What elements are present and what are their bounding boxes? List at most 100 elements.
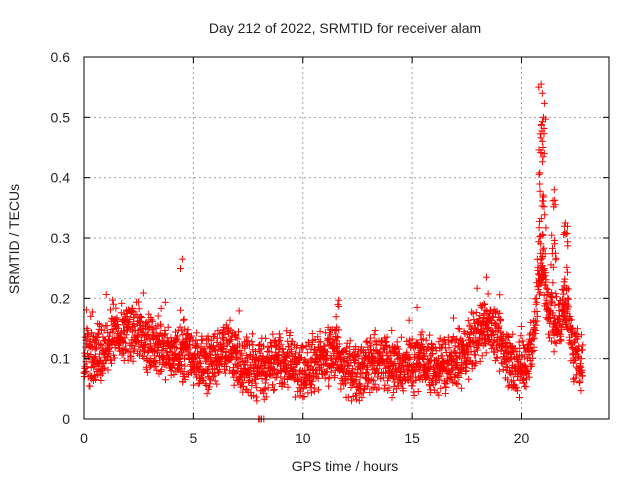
x-tick-label: 20 <box>514 430 530 446</box>
data-point <box>555 329 563 337</box>
data-point <box>106 347 114 355</box>
data-point <box>164 323 172 331</box>
data-point <box>344 393 352 401</box>
data-point <box>91 345 99 353</box>
data-point <box>540 265 548 272</box>
data-point <box>574 333 582 341</box>
data-point <box>480 310 488 318</box>
data-point <box>533 298 541 306</box>
data-point <box>93 344 100 352</box>
data-point <box>321 374 329 382</box>
data-point <box>178 327 186 335</box>
data-point <box>286 329 294 337</box>
data-point <box>383 333 391 341</box>
data-point <box>519 337 527 345</box>
data-point <box>317 365 325 373</box>
data-point <box>454 324 462 332</box>
data-point <box>121 327 128 335</box>
data-point <box>512 383 520 391</box>
data-point <box>107 306 114 314</box>
data-point <box>369 377 377 385</box>
data-point <box>451 378 459 386</box>
data-point <box>302 343 310 350</box>
data-point <box>384 377 391 385</box>
data-point <box>422 347 430 355</box>
data-point <box>514 387 521 395</box>
data-point <box>307 362 315 370</box>
data-point <box>408 335 416 343</box>
data-point <box>576 377 584 385</box>
data-point <box>558 326 566 334</box>
data-point <box>551 301 559 309</box>
data-point <box>565 303 573 311</box>
data-point <box>210 342 217 350</box>
data-point <box>437 372 445 380</box>
data-point <box>414 388 422 395</box>
data-point <box>269 330 277 338</box>
data-point <box>260 386 268 394</box>
data-point <box>135 351 143 359</box>
data-point <box>171 349 179 357</box>
data-point <box>482 349 490 357</box>
data-point <box>441 390 449 397</box>
data-point <box>262 334 270 342</box>
data-point <box>139 289 147 297</box>
data-point <box>371 327 379 334</box>
data-point <box>399 387 407 395</box>
data-point <box>469 338 477 346</box>
data-point <box>233 348 241 356</box>
data-point <box>324 348 331 356</box>
data-point <box>158 366 166 374</box>
data-point <box>542 276 550 284</box>
data-point <box>230 381 238 389</box>
data-point <box>569 324 576 332</box>
data-point <box>388 327 396 334</box>
data-point <box>405 340 413 348</box>
data-point <box>223 362 230 370</box>
data-point <box>235 328 242 336</box>
data-point <box>193 329 201 337</box>
data-point <box>114 318 122 325</box>
data-point <box>284 383 292 391</box>
data-point <box>533 312 541 320</box>
data-point <box>549 311 557 319</box>
data-point <box>458 365 466 373</box>
data-point <box>162 376 169 384</box>
data-point <box>279 345 287 353</box>
data-point <box>277 373 285 381</box>
data-point <box>206 380 214 388</box>
data-point <box>516 394 523 401</box>
data-point <box>525 373 533 381</box>
data-point <box>269 365 277 373</box>
data-point <box>236 340 244 348</box>
y-tick-label: 0.3 <box>51 230 71 246</box>
data-point <box>370 331 378 339</box>
data-point <box>181 376 189 383</box>
data-point <box>366 334 374 342</box>
data-point <box>539 113 547 121</box>
data-point <box>517 332 525 340</box>
data-point <box>197 359 205 367</box>
data-point <box>109 296 117 304</box>
data-point <box>540 244 548 252</box>
data-point <box>143 368 151 376</box>
data-point <box>538 89 546 97</box>
data-point <box>497 316 504 324</box>
data-point <box>243 358 251 366</box>
data-point <box>493 353 501 361</box>
data-point <box>249 341 257 349</box>
data-point <box>565 295 572 303</box>
data-point <box>485 336 493 344</box>
data-point <box>350 377 358 385</box>
data-point <box>335 296 343 304</box>
data-point <box>333 333 341 341</box>
data-point <box>531 325 538 333</box>
data-point <box>363 375 371 383</box>
data-point <box>539 246 547 254</box>
data-point <box>109 328 117 336</box>
data-point <box>484 290 492 298</box>
data-point <box>179 331 187 339</box>
data-point <box>104 366 112 374</box>
data-point <box>96 350 104 358</box>
data-point <box>334 334 342 342</box>
